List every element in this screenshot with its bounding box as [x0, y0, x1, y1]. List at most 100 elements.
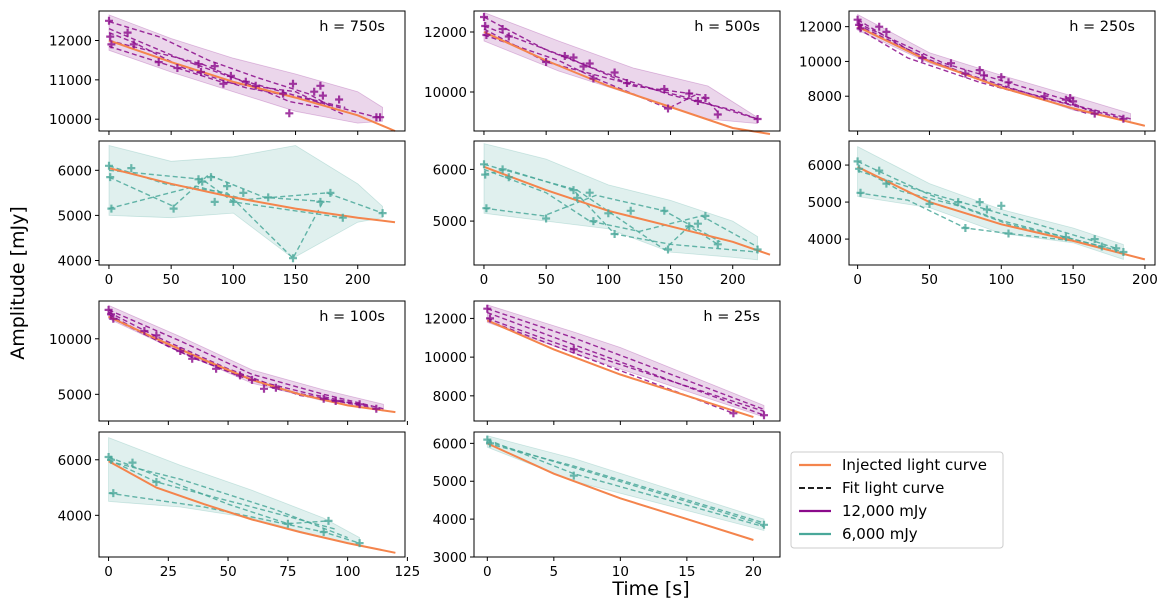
h100-bottom-fit-line: [108, 460, 348, 539]
h250-bottom-uncertainty-band: [857, 145, 1124, 260]
h750-top-data-point: [279, 89, 288, 98]
h100-top-ytick-label: 10000: [49, 332, 92, 348]
h500-top-data-point: [498, 25, 507, 33]
legend-label-6000: 6,000 mJy: [842, 525, 918, 543]
h100-bottom-data-point: [109, 489, 118, 498]
h500-bottom-data-point: [569, 186, 578, 195]
h250-bottom-xtick-label: 100: [988, 272, 1014, 288]
h100-top-data-point: [104, 305, 113, 314]
h750-top-data-point: [335, 95, 344, 104]
h500-bottom-fit-line: [483, 168, 758, 248]
h500-top-data-point: [589, 74, 598, 83]
h25-top-panel: 8000 10000 12000 h = 25s: [424, 300, 781, 425]
h100-bottom-fit-line: [108, 459, 336, 530]
h500-top-data-point: [560, 52, 569, 60]
h750-top-data-point: [154, 58, 163, 67]
h25-bottom-xtick-label: 20: [745, 564, 762, 580]
x-axis-label: Time [s]: [611, 578, 689, 600]
h100-top-data-point: [212, 364, 221, 373]
h750-bottom-data-point: [338, 213, 347, 222]
h250-bottom-data-point: [1090, 235, 1099, 244]
h25-bottom-data-point: [760, 520, 768, 529]
y-axis-label: Amplitude [mJy]: [7, 206, 29, 360]
h750-bottom-xtick-label: 50: [163, 272, 180, 288]
h500-top-data-point: [753, 115, 762, 123]
h750-bottom-data-point: [210, 197, 219, 206]
h750-top-fit-line: [108, 39, 321, 109]
h25-bottom-injected-line: [486, 442, 754, 541]
h25-bottom-ytick-label: 3000: [433, 550, 467, 566]
h500-bottom-xtick-label: 200: [720, 272, 746, 288]
h25-bottom-xtick-label: 5: [550, 564, 559, 580]
h100-bottom-xtick-label: 50: [220, 564, 237, 580]
h750-bottom-data-point: [229, 197, 238, 206]
h100-top-data-point: [355, 400, 364, 409]
legend-item-injected: Injected light curve: [799, 456, 987, 474]
h25-top-fit-line: [487, 311, 765, 416]
h25-top-fit-line: [487, 308, 765, 411]
h25-bottom-data-point: [486, 439, 494, 448]
h100-top-frame: [98, 300, 406, 422]
h750-bottom-data-point: [316, 197, 325, 206]
h500-bottom-injected-line: [483, 165, 771, 256]
h100-bottom-data-point: [107, 455, 115, 464]
h25-bottom-panel: 3000 4000 5000 6000 0 5 10 15 20: [433, 431, 781, 580]
h250-bottom-xtick-label: 200: [1132, 272, 1158, 288]
h25-top-data-point: [486, 314, 494, 323]
h500-bottom-data-point: [480, 160, 488, 169]
h750-bottom-data-point: [378, 209, 387, 218]
h750-bottom-uncertainty-band: [108, 144, 383, 259]
h750-top-uncertainty-band: [108, 14, 383, 124]
h500-bottom-xtick-label: 0: [480, 272, 489, 288]
h250-bottom-ytick-label: 4000: [808, 232, 842, 248]
h750-bottom-data-point: [326, 188, 335, 197]
h750-bottom-fit-line: [108, 173, 331, 208]
h750-bottom-data-point: [105, 161, 113, 170]
h25-top-frame: [473, 300, 781, 422]
h100-top-data-point: [109, 314, 118, 323]
h250-bottom-frame: [848, 140, 1156, 266]
h100-top-data-point: [236, 371, 244, 380]
h500-bottom-data-point: [604, 209, 613, 218]
h750-top-data-point: [376, 113, 385, 122]
h250-top-data-point: [1119, 114, 1128, 123]
h500-top-data-point: [610, 68, 619, 77]
h250-bottom-data-point: [1097, 242, 1106, 251]
h100-top-data-point: [140, 327, 149, 335]
h750-bottom-fit-line: [108, 165, 324, 260]
h250-top-data-point: [856, 24, 865, 33]
legend-label-12000: 12,000 mJy: [842, 502, 927, 520]
h250-bottom-xtick-label: 150: [1060, 272, 1086, 288]
h500-bottom-ytick-label: 6000: [433, 162, 467, 178]
h100-top-data-point: [260, 384, 268, 393]
h250-top-data-point: [947, 59, 955, 68]
h25-bottom-xtick-label: 0: [483, 564, 492, 580]
h250-bottom-data-point: [856, 188, 865, 197]
h250-bottom-data-point: [853, 157, 862, 166]
h500-bottom-data-point: [626, 206, 635, 215]
h250-bottom-data-point: [954, 198, 963, 207]
h750-top-data-point: [106, 32, 115, 41]
h25-bottom-ytick-label: 6000: [433, 436, 467, 452]
h750-bottom-ytick-label: 5000: [58, 208, 92, 224]
h250-bottom-data-point: [997, 201, 1006, 210]
h750-top-data-point: [129, 40, 138, 49]
h500-top-data-point: [579, 62, 588, 71]
h25-top-data-point: [569, 345, 578, 354]
h25-top-ytick-label: 8000: [433, 389, 467, 405]
h250-bottom-data-point: [961, 224, 970, 232]
h500-bottom-data-point: [664, 245, 672, 254]
h750-top-data-point: [194, 60, 203, 69]
h500-bottom-data-point: [713, 240, 722, 249]
h750-bottom-data-point: [289, 254, 297, 263]
h750-bottom-fit-line: [108, 169, 343, 219]
h500-top-frame: [473, 10, 781, 132]
h500-top-data-point: [664, 104, 672, 113]
h500-top-data-point: [482, 31, 491, 39]
h25-top-data-point: [729, 409, 738, 418]
h750-bottom-data-point: [198, 177, 207, 186]
h100-top-data-point: [331, 397, 340, 405]
h100-bottom-data-point: [355, 539, 364, 548]
h250-bottom-data-point: [1061, 233, 1070, 242]
h750-top-data-point: [289, 79, 297, 88]
